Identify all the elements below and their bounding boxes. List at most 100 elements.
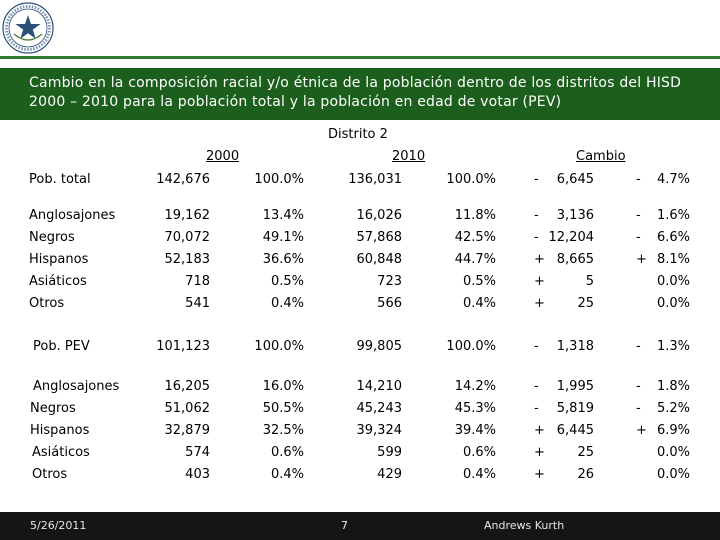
percent-2000: 50.5% xyxy=(262,401,304,416)
row-label: Negros xyxy=(30,401,76,416)
change-percent-sign: - xyxy=(636,339,641,354)
change-sign: + xyxy=(534,445,545,460)
change-sign: + xyxy=(534,467,545,482)
change-sign: - xyxy=(534,172,539,187)
row-label: Anglosajones xyxy=(29,208,116,223)
change-value: 3,136 xyxy=(556,208,594,223)
change-sign: - xyxy=(534,230,539,245)
percent-2010: 0.4% xyxy=(462,296,496,311)
percent-2010: 0.6% xyxy=(462,445,496,460)
change-value: 25 xyxy=(577,296,594,311)
percent-2000: 100.0% xyxy=(254,172,304,187)
percent-2000: 32.5% xyxy=(262,423,304,438)
value-2010: 723 xyxy=(377,274,402,289)
value-2010: 566 xyxy=(377,296,402,311)
footer-bar: 5/26/2011 7 Andrews Kurth xyxy=(0,512,720,540)
percent-2000: 49.1% xyxy=(262,230,304,245)
slide-title: Cambio en la composición racial y/o étni… xyxy=(0,68,720,120)
footer-firm: Andrews Kurth xyxy=(484,519,565,532)
value-2010: 57,868 xyxy=(356,230,403,245)
change-value: 1,995 xyxy=(556,379,594,394)
change-percent-sign: - xyxy=(636,208,641,223)
percent-2000: 13.4% xyxy=(262,208,304,223)
district-header: Distrito 2 xyxy=(328,127,388,142)
change-percent: 1.3% xyxy=(656,339,690,354)
change-sign: - xyxy=(534,379,539,394)
value-2000: 101,123 xyxy=(156,339,210,354)
change-sign: - xyxy=(534,339,539,354)
percent-2010: 11.8% xyxy=(454,208,496,223)
percent-2010: 0.5% xyxy=(462,274,496,289)
value-2010: 16,026 xyxy=(356,208,403,223)
value-2010: 39,324 xyxy=(356,423,403,438)
value-2010: 599 xyxy=(377,445,402,460)
value-2010: 99,805 xyxy=(356,339,403,354)
change-percent: 8.1% xyxy=(656,252,690,267)
change-value: 5 xyxy=(585,274,594,289)
value-2000: 19,162 xyxy=(164,208,211,223)
change-percent: 0.0% xyxy=(656,296,690,311)
change-percent: 6.6% xyxy=(656,230,690,245)
percent-2010: 45.3% xyxy=(454,401,496,416)
col-header-change: Cambio xyxy=(576,149,626,164)
percent-2000: 0.4% xyxy=(270,296,304,311)
percent-2010: 0.4% xyxy=(462,467,496,482)
change-percent: 0.0% xyxy=(656,445,690,460)
value-2000: 718 xyxy=(185,274,210,289)
row-label: Anglosajones xyxy=(33,379,120,394)
percent-2010: 100.0% xyxy=(446,339,496,354)
value-2000: 70,072 xyxy=(164,230,211,245)
value-2010: 429 xyxy=(377,467,402,482)
row-label: Otros xyxy=(29,296,65,311)
change-sign: - xyxy=(534,401,539,416)
value-2010: 136,031 xyxy=(348,172,402,187)
change-value: 8,665 xyxy=(556,252,594,267)
value-2000: 52,183 xyxy=(164,252,211,267)
row-label: Asiáticos xyxy=(29,274,87,289)
change-percent: 5.2% xyxy=(656,401,690,416)
value-2000: 51,062 xyxy=(164,401,211,416)
change-percent: 4.7% xyxy=(656,172,690,187)
percent-2000: 100.0% xyxy=(254,339,304,354)
hisd-seal-logo xyxy=(2,2,54,54)
row-label: Otros xyxy=(32,467,68,482)
change-percent-sign: - xyxy=(636,172,641,187)
change-sign: + xyxy=(534,252,545,267)
change-percent: 0.0% xyxy=(656,274,690,289)
percent-2000: 0.4% xyxy=(270,467,304,482)
col-header-2000: 2000 xyxy=(206,149,240,164)
change-percent: 0.0% xyxy=(656,467,690,482)
value-2010: 45,243 xyxy=(356,401,403,416)
change-value: 6,645 xyxy=(556,172,594,187)
percent-2010: 100.0% xyxy=(446,172,496,187)
percent-2010: 44.7% xyxy=(454,252,496,267)
value-2000: 16,205 xyxy=(164,379,211,394)
value-2000: 32,879 xyxy=(164,423,211,438)
change-percent: 1.8% xyxy=(656,379,690,394)
change-percent-sign: + xyxy=(636,252,647,267)
change-sign: + xyxy=(534,274,545,289)
change-value: 25 xyxy=(577,445,594,460)
footer-date: 5/26/2011 xyxy=(30,519,87,532)
value-2000: 403 xyxy=(185,467,210,482)
change-value: 26 xyxy=(577,467,594,482)
change-sign: + xyxy=(534,423,545,438)
percent-2010: 42.5% xyxy=(454,230,496,245)
percent-2010: 14.2% xyxy=(454,379,496,394)
row-label: Negros xyxy=(29,230,75,245)
change-percent: 6.9% xyxy=(656,423,690,438)
change-percent-sign: - xyxy=(636,401,641,416)
percent-2000: 0.5% xyxy=(270,274,304,289)
percent-2000: 36.6% xyxy=(262,252,304,267)
change-value: 1,318 xyxy=(556,339,594,354)
change-sign: + xyxy=(534,296,545,311)
change-percent-sign: - xyxy=(636,379,641,394)
change-value: 6,445 xyxy=(556,423,594,438)
row-label: Pob. PEV xyxy=(33,339,90,354)
header-rule xyxy=(0,56,720,59)
change-percent: 1.6% xyxy=(656,208,690,223)
col-header-2010: 2010 xyxy=(392,149,426,164)
value-2010: 60,848 xyxy=(356,252,403,267)
row-label: Hispanos xyxy=(30,423,90,438)
value-2000: 142,676 xyxy=(156,172,210,187)
